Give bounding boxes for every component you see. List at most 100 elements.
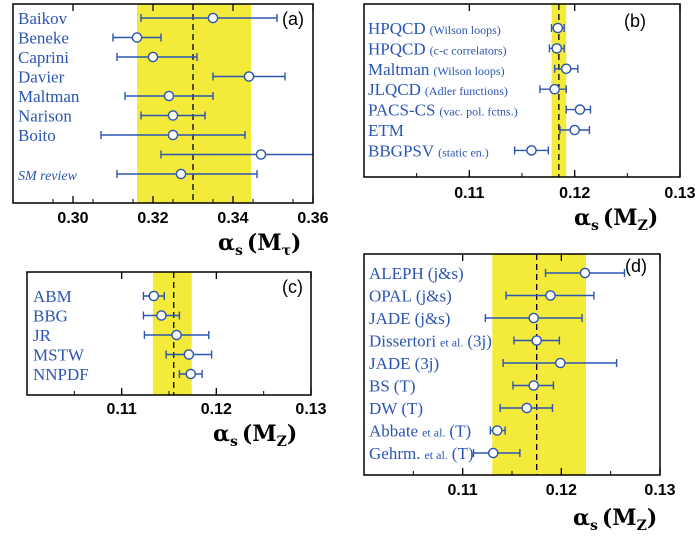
x-axis-label-argsub: Z — [638, 218, 648, 234]
row-label: Maltman (Wilson loops) — [368, 60, 505, 79]
plot-area — [472, 254, 626, 475]
row-label: Caprini — [18, 48, 69, 67]
point-marker — [167, 110, 179, 121]
point-marker — [545, 290, 556, 301]
row-label: HPQCD (Wilson loops) — [368, 19, 501, 38]
x-tick-label: 0.34 — [217, 210, 248, 227]
row-label-note: et al. — [440, 335, 463, 349]
row-label-name: NNPDF — [33, 365, 89, 384]
x-tick-label: 0.13 — [295, 401, 326, 418]
data-point-4 — [513, 335, 561, 346]
x-tick-label: 0.13 — [664, 185, 695, 202]
point-marker — [560, 63, 572, 75]
data-point-7 — [100, 129, 246, 141]
row-label: Baikov — [18, 9, 68, 28]
data-point-7 — [513, 145, 550, 156]
row-label: BBG — [33, 306, 68, 325]
row-label-name: Davier — [18, 67, 65, 86]
row-label-name: OPAL — [369, 286, 412, 305]
data-point-4 — [212, 71, 286, 82]
x-axis-label-arg: (M — [603, 205, 638, 231]
row-label: JR — [33, 326, 52, 345]
row-label: OPAL (j&s) — [369, 286, 452, 305]
panel-frame — [12, 3, 314, 204]
data-point-9 — [472, 447, 521, 459]
point-marker — [156, 310, 167, 321]
row-label: PACS-CS (vac. pol. fctns.) — [368, 101, 518, 120]
point-marker — [531, 335, 542, 346]
point-marker — [255, 149, 267, 160]
row-label-name: JLQCD — [368, 80, 421, 99]
x-tick-label: 0.12 — [201, 401, 232, 418]
row-label-name: HPQCD — [368, 19, 426, 38]
x-axis-label-arg: (M — [242, 421, 277, 447]
row-label-note: (Wilson loops) — [430, 23, 501, 37]
row-label-note: (T) — [401, 399, 423, 418]
panel-tag: (a) — [282, 9, 304, 29]
panel-b: 0.11 0.12 0.13 HPQCD (Wilson loops) HPQCD (c-c… — [363, 3, 696, 234]
data-point-5 — [178, 368, 203, 380]
x-tick-label: 0.12 — [559, 185, 590, 202]
x-axis-label-sub: s — [590, 518, 598, 534]
row-label: Gehrm. et al. (T) — [369, 444, 474, 463]
point-marker — [549, 83, 560, 95]
point-marker — [521, 402, 533, 414]
data-point-5 — [502, 357, 618, 369]
row-label-name: SM review — [18, 169, 78, 184]
row-label-tail: (T) — [449, 421, 471, 440]
row-label-note: (j&s) — [428, 264, 464, 283]
point-marker — [551, 43, 563, 54]
row-label: DW (T) — [369, 399, 423, 418]
point-marker — [487, 447, 499, 459]
row-label-note: (j&s) — [415, 309, 451, 328]
point-marker — [175, 168, 187, 180]
row-label-name: Baikov — [18, 9, 68, 28]
point-marker — [569, 124, 580, 136]
data-point-2 — [548, 43, 565, 54]
average-band — [137, 4, 251, 203]
data-point-7 — [499, 402, 554, 414]
data-point-5 — [565, 104, 592, 115]
x-axis-label-close: ) — [291, 230, 301, 256]
row-label: Boito — [18, 126, 56, 145]
row-label-name: ETM — [368, 121, 404, 140]
row-label-name: HPQCD — [368, 39, 426, 58]
row-label: Abbate et al. (T) — [369, 421, 471, 440]
data-point-6 — [140, 110, 206, 121]
row-label-name: ABM — [33, 287, 72, 306]
data-point-1 — [140, 12, 278, 24]
data-point-8 — [489, 425, 506, 436]
x-axis-label-sub: s — [230, 434, 238, 450]
data-point-9 — [116, 168, 258, 180]
row-label: Dissertori et al. (3j) — [369, 331, 492, 350]
plot-area — [100, 4, 313, 203]
data-point-3 — [116, 51, 198, 63]
point-marker — [131, 32, 143, 43]
row-label-name: Maltman — [18, 87, 80, 106]
row-label: JLQCD (Adler functions) — [368, 80, 508, 99]
data-point-4 — [165, 349, 213, 360]
point-marker — [207, 12, 219, 24]
point-marker — [183, 349, 195, 360]
point-marker — [552, 22, 564, 34]
point-marker — [243, 71, 255, 82]
row-label: ETM — [368, 121, 404, 140]
x-axis-label: αs (MZ) — [574, 205, 658, 234]
data-point-6 — [559, 124, 591, 136]
row-label-name: Gehrm. — [369, 444, 420, 463]
x-axis-label-alpha: α — [218, 230, 235, 256]
x-axis-label-alpha: α — [574, 205, 591, 231]
x-axis-label-argsub: Z — [277, 434, 287, 450]
row-label: Davier — [18, 67, 65, 86]
point-marker — [528, 312, 540, 324]
row-label-name: ALEPH — [369, 264, 424, 283]
data-point-1 — [544, 267, 626, 279]
data-point-2 — [142, 310, 181, 321]
row-label-note: (T) — [394, 376, 416, 395]
x-tick-label: 0.11 — [454, 185, 484, 202]
panel-tag: (d) — [625, 256, 647, 276]
row-label: ALEPH (j&s) — [369, 264, 464, 283]
plot-area — [513, 4, 592, 177]
row-label-name: Abbate — [369, 421, 418, 440]
